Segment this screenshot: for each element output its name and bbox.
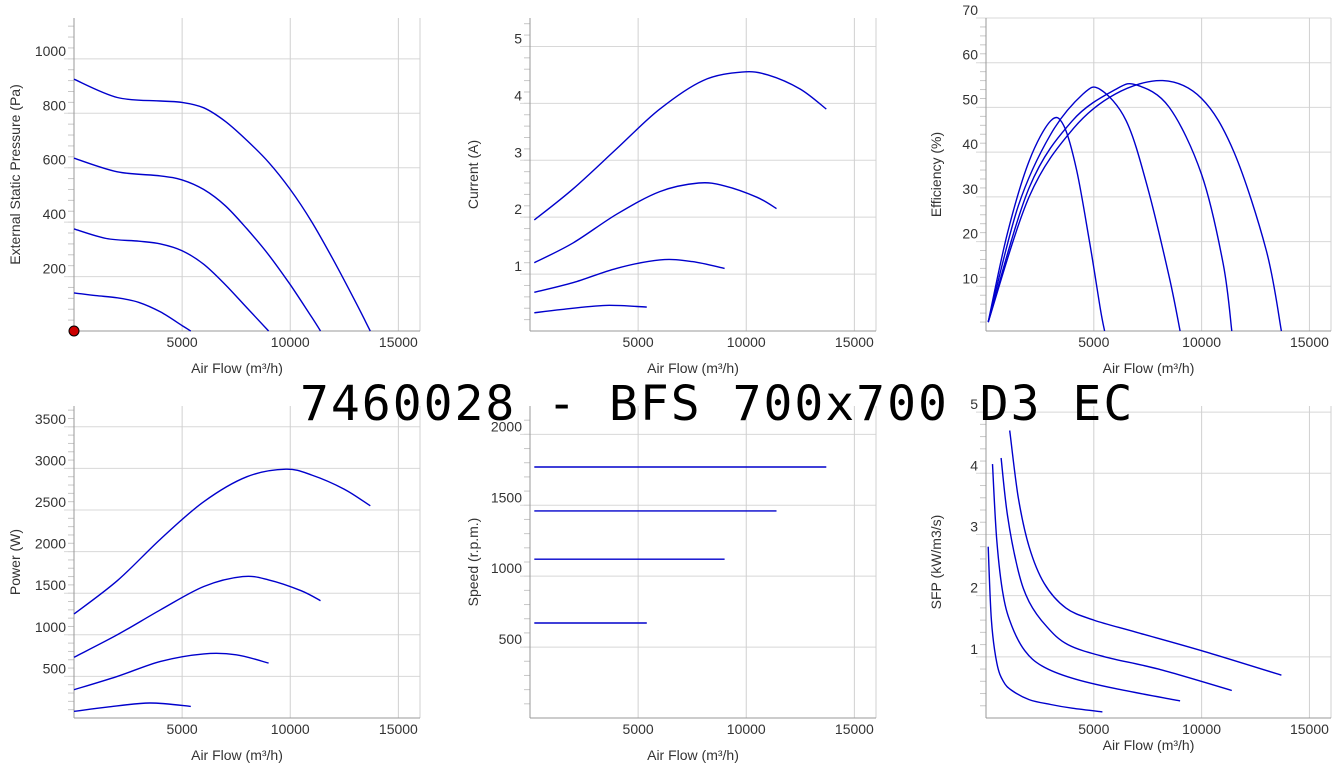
- y-tick-label: 400: [43, 206, 67, 222]
- series-line-3: [1000, 457, 1232, 692]
- x-tick-label: 10000: [1182, 334, 1221, 350]
- series-line-1: [73, 468, 371, 615]
- y-tick-label: 600: [43, 152, 67, 168]
- x-tick-label: 10000: [1182, 721, 1221, 737]
- y-tick-label: 4: [514, 87, 522, 103]
- x-tick-label: 15000: [379, 721, 418, 737]
- y-tick-label: 3000: [35, 452, 66, 468]
- x-axis-label: Air Flow (m³/h): [191, 360, 283, 376]
- series-line-1: [533, 71, 827, 221]
- chart-panel-4: 500 1000 1500 2000 2500 3000 3500 5000 10000 1500…: [7, 406, 421, 763]
- y-tick-label: 1000: [491, 560, 522, 576]
- y-tick-label: 1500: [491, 489, 522, 505]
- y-tick-label: 4: [970, 457, 978, 473]
- x-tick-label: 5000: [623, 721, 654, 737]
- y-tick-label: 70: [962, 2, 978, 18]
- x-tick-label: 15000: [835, 334, 874, 350]
- series-line-1: [987, 546, 1103, 713]
- x-axis-label: Air Flow (m³/h): [191, 747, 283, 763]
- series-line-4: [1009, 430, 1282, 676]
- y-tick-label: 60: [962, 47, 978, 63]
- x-tick-label: 5000: [1078, 334, 1109, 350]
- x-axis-label: Air Flow (m³/h): [647, 360, 739, 376]
- chart-panel-3: 10 20 30 40 50 60 70 5000 10000 15000 Air Flow (m³…: [928, 2, 1332, 376]
- series-line-4: [987, 79, 1283, 332]
- series-line-2: [991, 464, 1181, 702]
- y-tick-label: 2: [970, 580, 978, 596]
- y-tick-label: 2500: [35, 494, 66, 510]
- y-tick-label: 5: [970, 396, 978, 412]
- series-line-1: [987, 116, 1106, 332]
- series-line-3: [73, 228, 270, 332]
- y-tick-label: 2000: [35, 536, 66, 552]
- x-tick-label: 15000: [1290, 334, 1329, 350]
- x-tick-label: 5000: [167, 721, 198, 737]
- x-tick-label: 10000: [727, 721, 766, 737]
- x-tick-label: 15000: [379, 334, 418, 350]
- series-line-2: [73, 157, 322, 332]
- y-tick-label: 20: [962, 226, 978, 242]
- x-tick-label: 10000: [271, 721, 310, 737]
- series-line-1: [73, 78, 371, 332]
- y-tick-label: 3: [514, 144, 522, 160]
- x-tick-label: 15000: [835, 721, 874, 737]
- chart-panel-5: 500 1000 1500 2000 5000 10000 15000 Air Flow (m…: [465, 406, 877, 763]
- x-tick-label: 5000: [167, 334, 198, 350]
- y-axis-label: Speed (r.p.m.): [465, 518, 481, 607]
- x-tick-label: 15000: [1290, 721, 1329, 737]
- x-tick-label: 10000: [271, 334, 310, 350]
- chart-panel-6: 1 2 3 4 5 5000 10000 15000 Air Flow (m³/h) SFP (k…: [928, 396, 1332, 753]
- y-axis-label: Power (W): [7, 529, 23, 595]
- y-tick-label: 2: [514, 201, 522, 217]
- y-tick-label: 200: [43, 261, 67, 277]
- y-axis-label: SFP (kW/m3/s): [928, 515, 944, 610]
- y-tick-label: 500: [499, 631, 523, 647]
- series-line-4: [73, 702, 191, 712]
- x-axis-label: Air Flow (m³/h): [1103, 360, 1195, 376]
- y-axis-label: External Static Pressure (Pa): [7, 84, 23, 265]
- series-line-2: [987, 86, 1181, 332]
- y-tick-label: 40: [962, 136, 978, 152]
- chart-title: 7460028 - BFS 700x700 D3 EC: [300, 376, 1134, 432]
- y-tick-label: 10: [962, 270, 978, 286]
- series-line-3: [534, 258, 725, 293]
- y-tick-label: 1000: [35, 43, 66, 59]
- x-axis-label: Air Flow (m³/h): [647, 747, 739, 763]
- operating-point-marker[interactable]: [68, 325, 80, 337]
- y-tick-label: 1000: [35, 619, 66, 635]
- y-axis-label: Efficiency (%): [928, 132, 944, 217]
- x-axis-label: Air Flow (m³/h): [1103, 737, 1195, 753]
- series-line-3: [73, 652, 269, 691]
- series-line-2: [73, 575, 321, 658]
- y-tick-label: 5: [514, 30, 522, 46]
- series-line-2: [533, 182, 777, 264]
- series-line-4: [73, 292, 192, 332]
- y-axis-label: Current (A): [465, 140, 481, 209]
- y-tick-label: 3: [970, 518, 978, 534]
- series-line-4: [534, 304, 647, 314]
- chart-panel-2: 1 2 3 4 5 5000 10000 15000 Air Flow (m³/h) Curren…: [465, 18, 877, 376]
- y-tick-label: 50: [962, 91, 978, 107]
- x-tick-label: 5000: [623, 334, 654, 350]
- y-tick-label: 1: [970, 641, 978, 657]
- y-tick-label: 30: [962, 181, 978, 197]
- y-tick-label: 500: [43, 660, 67, 676]
- y-tick-label: 800: [43, 97, 67, 113]
- chart-panel-1: 200 400 600 800 1000 5000 10000 15000 Air Flow (…: [7, 18, 421, 376]
- x-tick-label: 10000: [727, 334, 766, 350]
- x-tick-label: 5000: [1078, 721, 1109, 737]
- y-tick-label: 2000: [491, 418, 522, 434]
- y-tick-label: 1500: [35, 577, 66, 593]
- y-tick-label: 3500: [35, 411, 66, 427]
- y-tick-label: 1: [514, 258, 522, 274]
